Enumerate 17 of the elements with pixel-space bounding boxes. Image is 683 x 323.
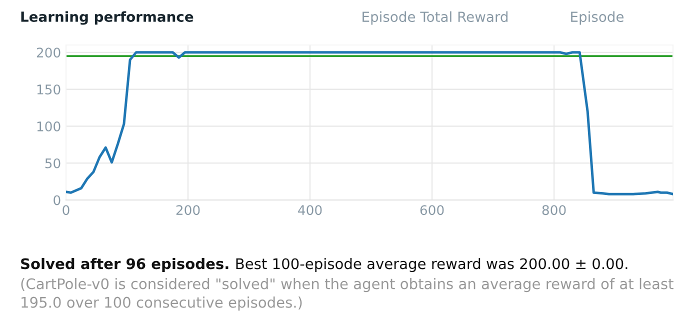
y-tick-label: 150 bbox=[37, 84, 60, 94]
y-tick-label: 50 bbox=[45, 158, 60, 168]
chart-title: Learning performance bbox=[21, 11, 194, 25]
text: (CartPole-v0 is considered "solved" when the agent obtains an average reward of at least 195.0 over 100 consecutive episodes.) bbox=[21, 278, 674, 311]
y-tick-label: 100 bbox=[37, 121, 60, 132]
text: Best 100-episode average reward was 200.00 ± 0.00. bbox=[236, 258, 628, 272]
x-tick-label: 200 bbox=[176, 205, 200, 216]
text: Episode Total Reward bbox=[362, 11, 508, 25]
text: Episode bbox=[571, 11, 624, 25]
x-tick-label: 0 bbox=[62, 205, 70, 216]
text: Solved after 96 episodes. bbox=[21, 258, 228, 272]
x-tick-label: 600 bbox=[420, 205, 444, 216]
x-tick-label: 800 bbox=[542, 205, 566, 216]
y-tick-label: 200 bbox=[36, 48, 60, 58]
x-tick-label: 400 bbox=[298, 205, 322, 216]
line-series bbox=[66, 51, 673, 196]
y-tick-label: 0 bbox=[54, 195, 60, 206]
